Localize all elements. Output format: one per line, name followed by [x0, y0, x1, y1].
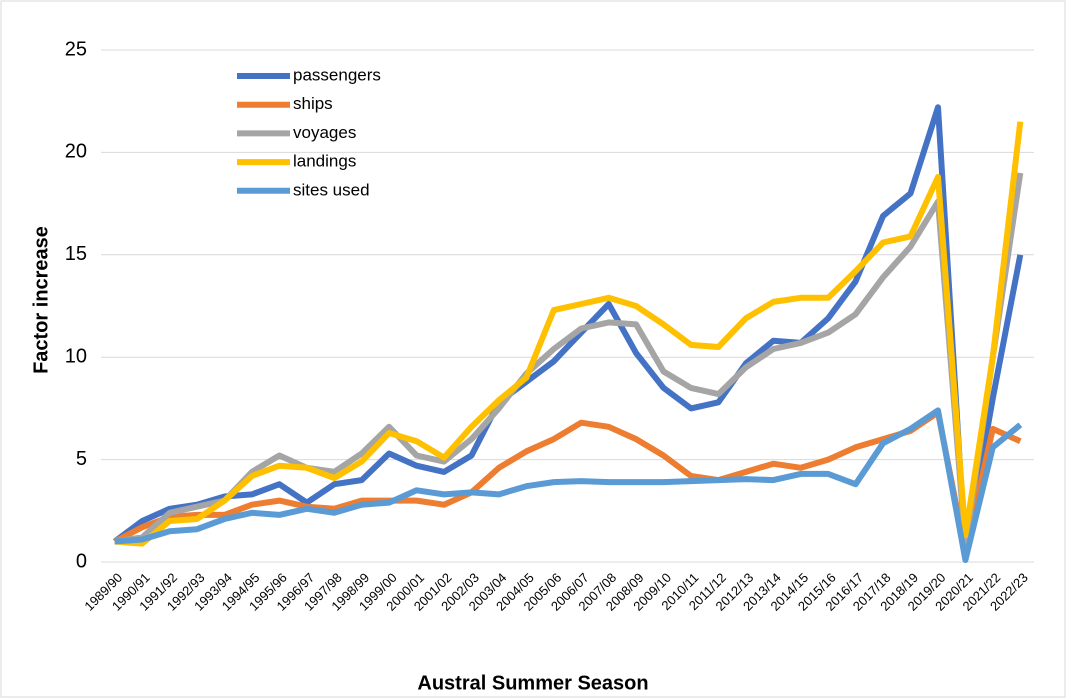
y-tick-label: 0 — [76, 550, 87, 572]
legend-label: voyages — [293, 123, 356, 142]
series-line — [114, 407, 1023, 563]
legend-label: ships — [293, 94, 333, 113]
series-line — [114, 172, 1024, 549]
legend-label: landings — [293, 152, 356, 171]
y-tick-label: 25 — [65, 38, 87, 60]
legend-label: passengers — [293, 65, 381, 84]
y-tick-label: 20 — [65, 141, 87, 163]
y-tick-label: 15 — [65, 243, 87, 265]
series-line — [113, 409, 1022, 555]
y-tick-label: 5 — [76, 448, 87, 470]
series-line — [114, 121, 1024, 547]
y-axis-title: Factor increase — [30, 226, 52, 374]
x-axis-title: Austral Summer Season — [417, 672, 648, 694]
series-line — [112, 104, 1024, 557]
y-tick-label: 10 — [65, 345, 87, 367]
legend-label: sites used — [293, 180, 370, 199]
